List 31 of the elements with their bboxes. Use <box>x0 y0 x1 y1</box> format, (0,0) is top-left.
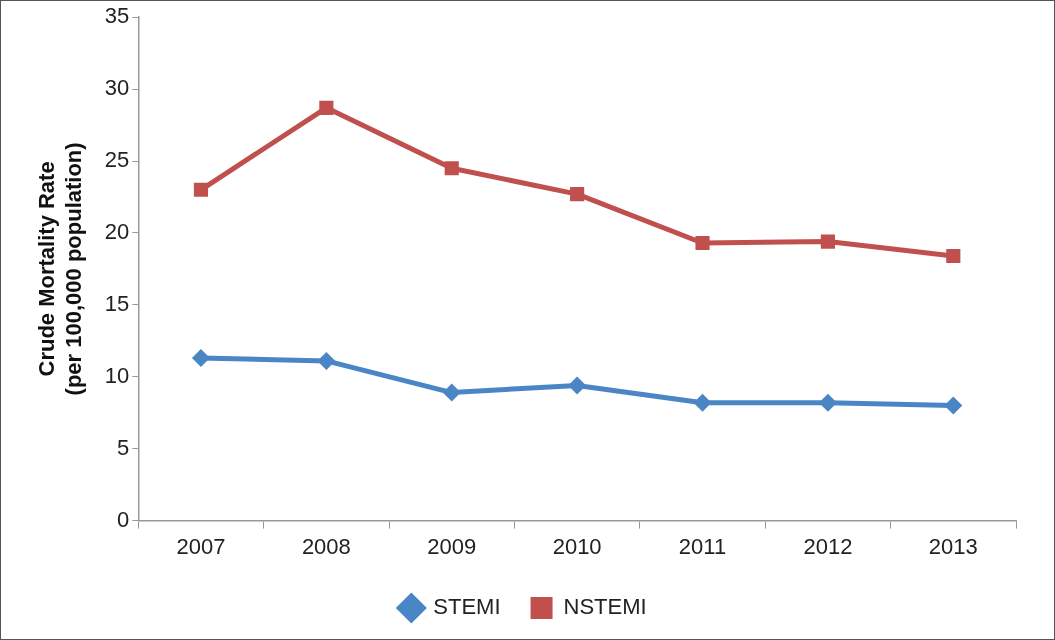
point <box>944 396 963 415</box>
point <box>946 248 961 264</box>
x-tick-label: 2007 <box>176 533 226 559</box>
point <box>693 393 712 412</box>
y-tick-label: 10 <box>104 362 130 388</box>
legend-label: NSTEMI <box>563 594 647 620</box>
y-tick-label: 5 <box>117 434 130 460</box>
point <box>442 383 461 402</box>
point <box>319 100 334 115</box>
y-tick-label: 0 <box>117 506 130 532</box>
point <box>191 349 210 368</box>
point <box>570 187 585 202</box>
y-tick-label: 30 <box>104 75 130 101</box>
point <box>695 235 710 251</box>
point <box>193 182 209 197</box>
x-tick-label: 2011 <box>678 533 727 559</box>
x-tick-label: 2009 <box>427 533 477 559</box>
point <box>568 376 587 395</box>
x-tick-label: 2012 <box>803 533 853 559</box>
y-tick-label: 15 <box>104 290 130 316</box>
y-axis-title: Crude Mortality Rate (per 100,000 population) <box>34 142 86 396</box>
point <box>317 351 336 370</box>
y-tick-label: 25 <box>104 147 130 173</box>
x-tick-label: 2010 <box>552 533 602 559</box>
legend-label: STEMI <box>433 594 501 620</box>
y-tick-label: 20 <box>104 219 130 245</box>
point <box>820 234 835 249</box>
y-tick-label: 35 <box>104 3 130 29</box>
point <box>444 161 459 176</box>
x-tick-label: 2008 <box>301 533 351 559</box>
x-tick-label: 2013 <box>928 533 978 559</box>
